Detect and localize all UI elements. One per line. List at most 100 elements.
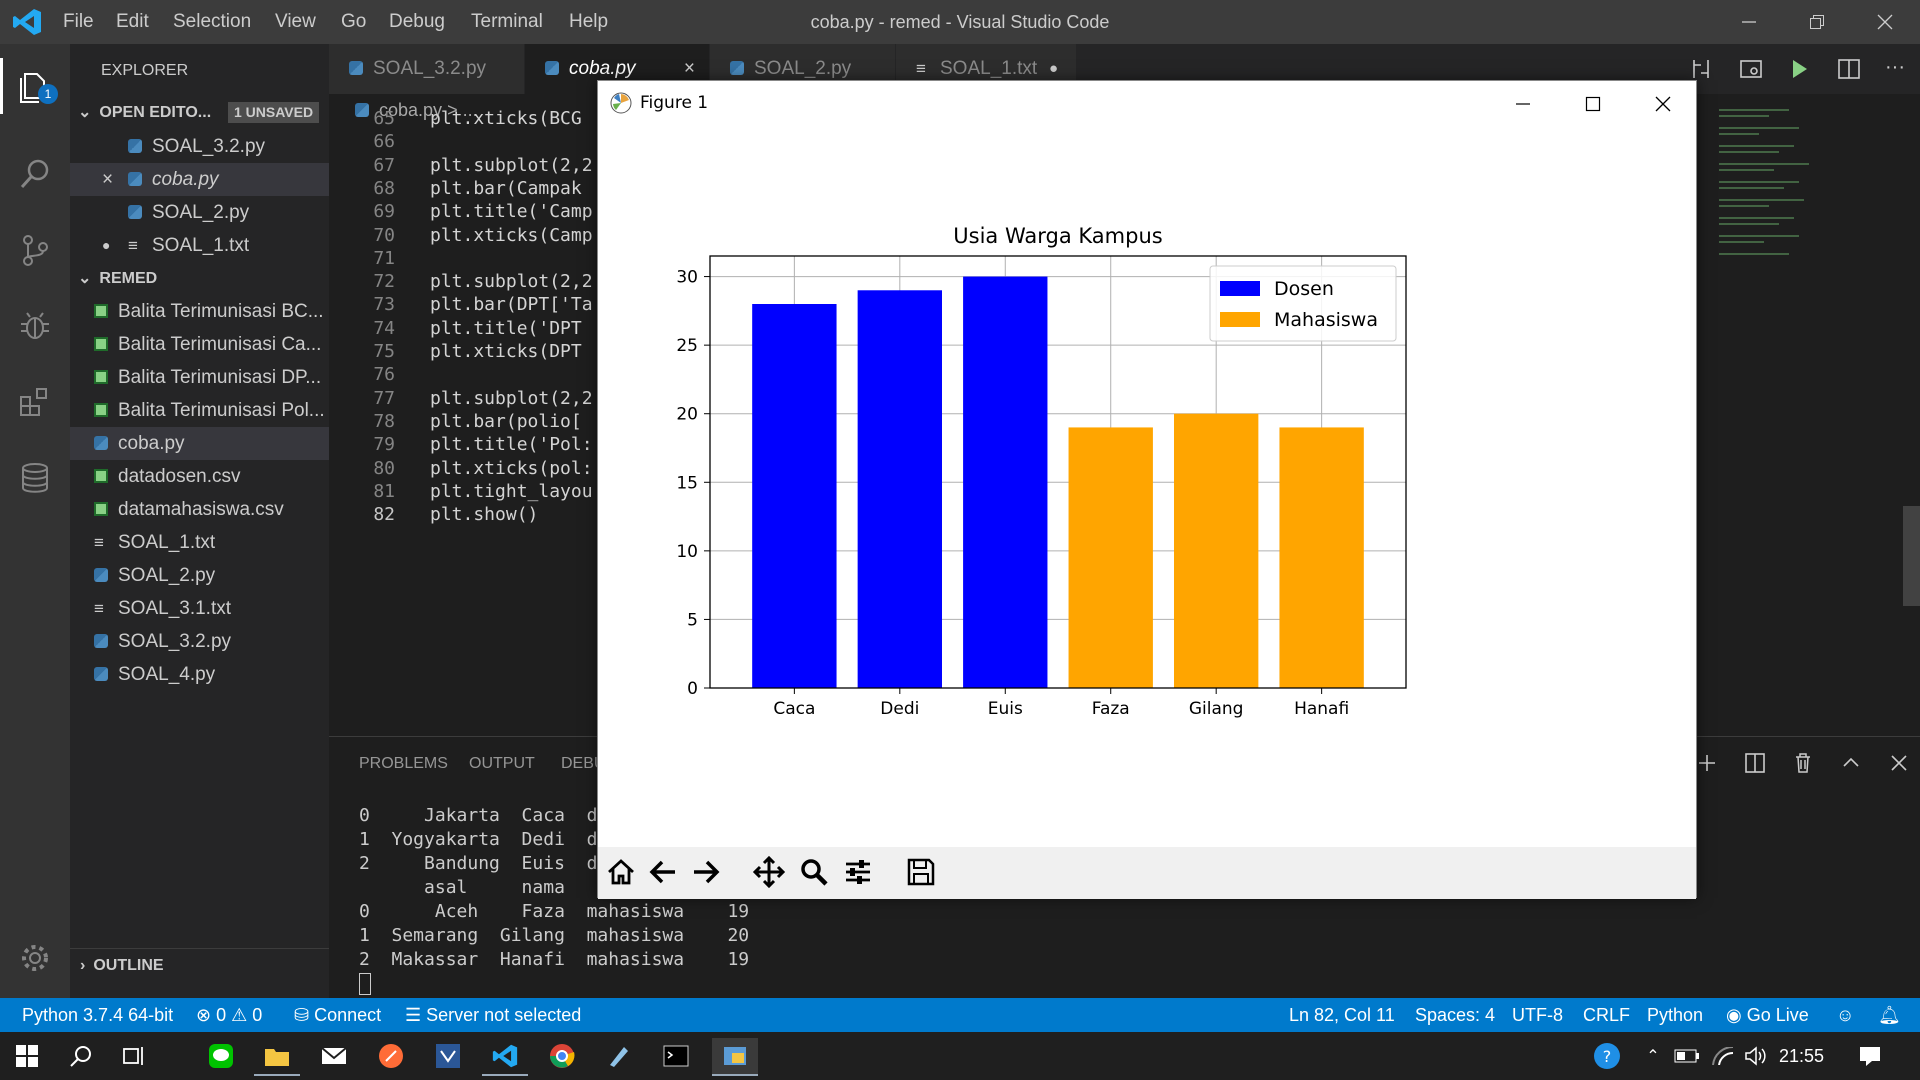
notepad-icon[interactable] <box>596 1038 642 1074</box>
menu-edit[interactable]: Edit <box>116 11 149 32</box>
code-line[interactable]: plt.xticks(pol: <box>430 457 593 479</box>
code-line[interactable]: plt.xticks(BCG <box>430 108 582 129</box>
back-arrow-icon[interactable] <box>643 852 683 892</box>
zoom-magnifier-icon[interactable] <box>794 852 834 892</box>
file-item[interactable]: Balita Terimunisasi Ca... <box>70 328 353 361</box>
code-line[interactable]: plt.xticks(DPT <box>430 341 593 362</box>
file-item[interactable]: SOAL_3.2.py <box>70 625 353 658</box>
battery-icon[interactable] <box>1664 1038 1710 1074</box>
source-control-icon[interactable] <box>13 228 57 272</box>
search-icon[interactable] <box>58 1038 104 1074</box>
line-ending[interactable]: CRLF <box>1583 1005 1631 1025</box>
code-line[interactable]: plt.bar(Campak <box>430 177 582 199</box>
menu-view[interactable]: View <box>275 11 316 32</box>
close-window-button[interactable] <box>1851 0 1919 44</box>
figure-close-button[interactable] <box>1648 89 1678 119</box>
language-mode[interactable]: Python <box>1647 1005 1704 1025</box>
compare-icon[interactable] <box>1689 57 1713 81</box>
menu-help[interactable]: Help <box>569 11 609 32</box>
python-figure-icon[interactable] <box>712 1038 758 1076</box>
encoding[interactable]: UTF-8 <box>1512 1005 1563 1025</box>
trash-icon[interactable] <box>1791 751 1815 775</box>
outline-header[interactable]: › OUTLINE <box>70 948 329 982</box>
vscode-taskbar-icon[interactable] <box>482 1038 528 1076</box>
indentation[interactable]: Spaces: 4 <box>1415 1005 1496 1025</box>
close-panel-icon[interactable] <box>1887 751 1911 775</box>
menu-go[interactable]: Go <box>341 11 367 32</box>
minimize-button[interactable] <box>1715 0 1783 44</box>
chevron-up-icon[interactable]: ⌃ <box>1646 1048 1660 1065</box>
chrome-icon[interactable] <box>539 1038 585 1074</box>
configure-subplots-icon[interactable] <box>838 852 878 892</box>
breadcrumb-rest[interactable]: ... <box>462 100 478 120</box>
file-item[interactable]: Balita Terimunisasi DP... <box>70 361 353 394</box>
open-editor-item[interactable]: SOAL_2.py <box>70 196 387 229</box>
connect-status[interactable]: ⛁ Connect <box>294 998 381 1032</box>
menu-debug[interactable]: Debug <box>389 11 445 32</box>
cursor-position[interactable]: Ln 82, Col 11 <box>1289 1005 1395 1025</box>
python-interpreter[interactable]: Python 3.7.4 64-bit <box>22 1005 174 1025</box>
extensions-icon[interactable] <box>13 380 57 424</box>
code-line[interactable]: plt.show() <box>430 504 539 526</box>
forward-arrow-icon[interactable] <box>686 852 726 892</box>
tab-problems[interactable]: PROBLEMS <box>359 755 448 772</box>
feedback-smiley-icon[interactable]: ☺ <box>1836 1005 1855 1025</box>
figure-title-bar[interactable]: Figure 1 <box>598 81 1696 127</box>
file-item[interactable]: datamahasiswa.csv <box>70 493 353 526</box>
task-view-icon[interactable] <box>112 1038 158 1074</box>
code-line[interactable]: plt.bar(DPT['Ta <box>430 294 593 316</box>
split-terminal-icon[interactable] <box>1743 751 1767 775</box>
wifi-icon[interactable] <box>1699 1038 1745 1074</box>
settings-gear-icon[interactable] <box>13 936 57 980</box>
menu-terminal[interactable]: Terminal <box>471 11 543 32</box>
database-icon[interactable] <box>13 456 57 500</box>
problems-status[interactable]: ⊗ 0 ⚠ 0 <box>196 998 262 1032</box>
save-figure-icon[interactable] <box>901 852 941 892</box>
code-line[interactable]: plt.subplot(2,2 <box>430 154 593 176</box>
action-center-icon[interactable] <box>1847 1038 1893 1074</box>
file-item[interactable]: ≡ SOAL_1.txt <box>70 526 353 559</box>
server-status[interactable]: ☰ Server not selected <box>405 998 581 1032</box>
code-line[interactable]: plt.subplot(2,2 <box>430 271 593 293</box>
file-explorer-icon[interactable] <box>254 1038 300 1076</box>
code-line[interactable]: plt.subplot(2,2 <box>430 387 593 409</box>
code-line[interactable]: plt.tight_layou <box>430 480 593 502</box>
editor-scrollbar-thumb[interactable] <box>1903 506 1920 606</box>
open-editors-header[interactable]: ⌄ OPEN EDITO... 1 UNSAVED <box>70 96 329 129</box>
code-line[interactable]: plt.bar(polio[ <box>430 410 582 432</box>
folder-header-remed[interactable]: ⌄ REMED <box>70 262 329 295</box>
minimap[interactable] <box>1719 106 1829 266</box>
tab-soal-3-2[interactable]: SOAL_3.2.py <box>329 44 524 94</box>
search-icon[interactable] <box>13 152 57 196</box>
file-item[interactable]: datadosen.csv <box>70 460 353 493</box>
new-terminal-icon[interactable] <box>1695 751 1719 775</box>
debug-icon[interactable] <box>13 304 57 348</box>
tab-debug-console[interactable]: DEBU <box>561 755 606 772</box>
figure-minimize-button[interactable] <box>1508 89 1538 119</box>
run-icon[interactable] <box>1787 57 1811 81</box>
windows-start-icon[interactable] <box>4 1038 50 1074</box>
notification-bell-icon[interactable]: 🔔︎ <box>1878 1005 1901 1025</box>
file-item[interactable]: SOAL_2.py <box>70 559 353 592</box>
more-actions-icon[interactable]: ··· <box>1885 56 1905 78</box>
postman-icon[interactable] <box>368 1038 414 1074</box>
line-app-icon[interactable] <box>198 1038 244 1074</box>
home-icon[interactable] <box>601 852 641 892</box>
code-line[interactable]: plt.title('Camp <box>430 201 593 223</box>
maximize-panel-icon[interactable] <box>1839 751 1863 775</box>
breadcrumb-file[interactable]: coba.py <box>379 100 443 120</box>
menu-selection[interactable]: Selection <box>173 11 252 32</box>
file-item[interactable]: Balita Terimunisasi BC... <box>70 295 353 328</box>
file-item[interactable]: SOAL_4.py <box>70 658 353 691</box>
split-editor-icon[interactable] <box>1837 57 1861 81</box>
file-item[interactable]: ≡ SOAL_3.1.txt <box>70 592 353 625</box>
tab-output[interactable]: OUTPUT <box>469 755 535 772</box>
code-line[interactable]: plt.title('Pol: <box>430 434 593 456</box>
volume-icon[interactable] <box>1733 1038 1779 1074</box>
go-live[interactable]: ◉ Go Live <box>1726 998 1809 1032</box>
clock[interactable]: 21:55 <box>1779 1046 1825 1066</box>
tab-close-icon[interactable]: × <box>683 58 695 79</box>
matplotlib-figure-window[interactable]: Figure 1 Usia Warga Kampus 0 5 10 15 20 25 30 Ca… <box>597 80 1697 899</box>
terminal-icon[interactable] <box>653 1038 699 1074</box>
terminal-cursor[interactable] <box>359 973 371 995</box>
